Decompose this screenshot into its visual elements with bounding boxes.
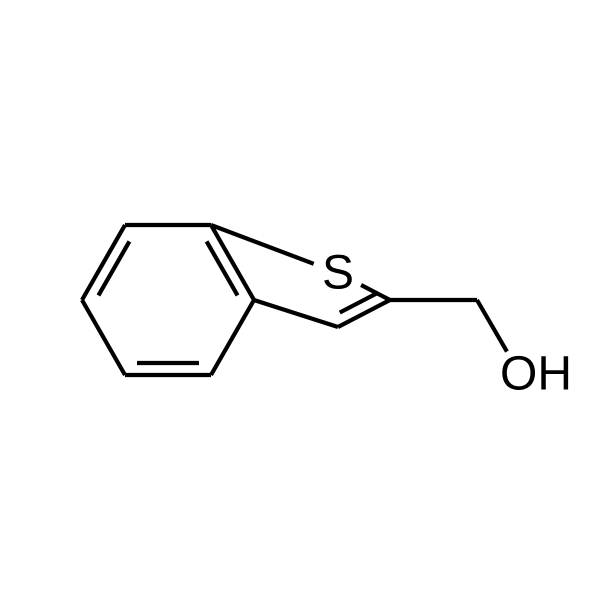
molecule-diagram: S OH xyxy=(0,0,600,600)
atom-label-S: S xyxy=(322,247,354,300)
bond-line xyxy=(211,225,314,264)
bond-line xyxy=(98,241,129,295)
atom-labels-group: S OH xyxy=(322,247,572,401)
bond-line xyxy=(207,241,238,295)
bond-line xyxy=(338,300,390,327)
bonds-group xyxy=(82,225,507,375)
bond-line xyxy=(211,300,254,375)
bond-line xyxy=(82,300,125,375)
atom-label-O: OH xyxy=(500,348,572,401)
bond-line xyxy=(254,300,338,327)
bond-line xyxy=(477,300,507,352)
